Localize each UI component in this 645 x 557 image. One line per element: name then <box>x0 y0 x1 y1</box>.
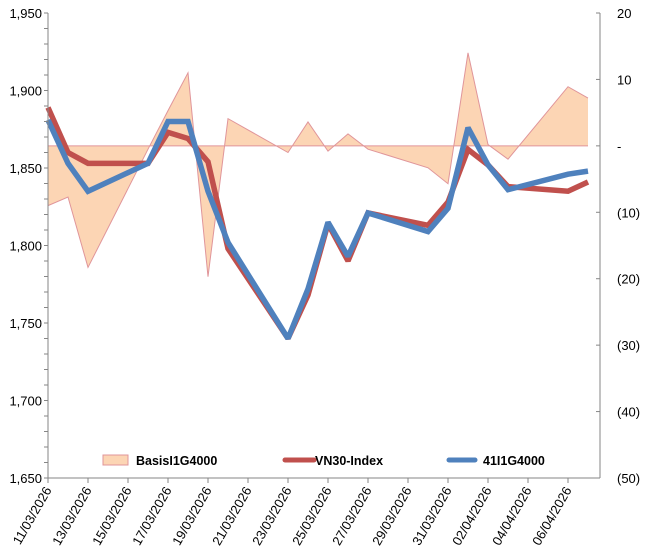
basis-area-edge <box>47 52 589 277</box>
x-axis: 11/03/202613/03/202615/03/202617/03/2026… <box>10 477 600 548</box>
left-axis-tick-label: 1,850 <box>9 161 42 176</box>
right-axis-tick-label: (30) <box>617 338 640 353</box>
legend-swatch-basis <box>102 454 129 466</box>
x-axis-tick-label: 19/03/2026 <box>169 484 215 548</box>
legend-label-vn30: VN30-Index <box>315 454 383 468</box>
left-axis-tick-label: 1,750 <box>9 316 42 331</box>
legend-label-futures: 41I1G4000 <box>483 454 545 468</box>
left-axis-tick-label: 1,700 <box>9 394 42 409</box>
x-axis-tick-label: 17/03/2026 <box>129 484 175 548</box>
plot-area <box>45 52 590 341</box>
x-axis-tick-label: 27/03/2026 <box>329 484 375 548</box>
x-axis-tick-label: 02/04/2026 <box>449 484 495 548</box>
right-axis-tick-label: (40) <box>617 405 640 420</box>
left-axis-tick-label: 1,800 <box>9 239 42 254</box>
x-axis-tick-label: 25/03/2026 <box>289 484 335 548</box>
right-axis-tick-label: 10 <box>617 72 631 87</box>
legend: BasisI1G4000 VN30-Index 41I1G4000 <box>102 454 545 468</box>
right-axis-tick-label: (20) <box>617 272 640 287</box>
x-axis-tick-label: 11/03/2026 <box>10 484 55 547</box>
x-axis-tick-label: 15/03/2026 <box>89 484 135 548</box>
x-axis-tick-label: 29/03/2026 <box>369 484 415 548</box>
x-axis-tick-label: 31/03/2026 <box>409 484 455 548</box>
x-axis-tick-label: 23/03/2026 <box>249 484 295 548</box>
left-axis-tick-label: 1,950 <box>9 6 42 21</box>
basis-area <box>48 52 588 277</box>
legend-label-basis: BasisI1G4000 <box>136 454 217 468</box>
x-axis-tick-label: 13/03/2026 <box>49 484 95 548</box>
futures-41i1g4000-line <box>45 118 589 340</box>
right-axis-tick-label: 20 <box>617 6 631 21</box>
x-axis-tick-label: 21/03/2026 <box>209 484 255 548</box>
right-y-axis: (50) (40) (30) (20) (10) - 10 20 <box>596 6 640 486</box>
left-axis-tick-label: 1,900 <box>9 84 42 99</box>
right-axis-tick-label: (50) <box>617 471 640 486</box>
x-axis-tick-label: 04/04/2026 <box>489 484 535 548</box>
right-axis-tick-label: (10) <box>617 205 640 220</box>
x-axis-tick-label: 06/04/2026 <box>529 484 575 548</box>
left-axis-tick-label: 1,650 <box>9 471 42 486</box>
right-axis-tick-label: - <box>617 139 621 154</box>
left-y-axis: 1,650 1,700 1,750 1,800 1,850 1,900 1,950 <box>9 6 49 486</box>
